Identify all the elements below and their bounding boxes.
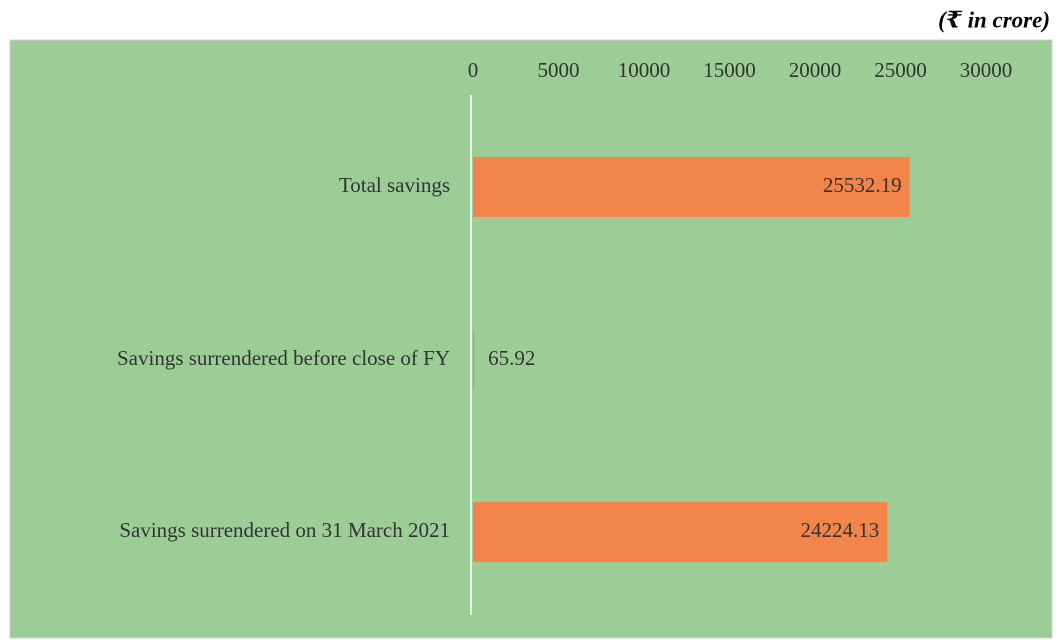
x-tick-label: 30000	[960, 58, 1013, 82]
x-tick-label: 0	[468, 58, 479, 82]
x-tick-label: 5000	[538, 58, 580, 82]
x-tick-label: 10000	[618, 58, 671, 82]
bar	[473, 330, 475, 390]
y-tick-label: Savings surrendered before close of FY	[117, 346, 450, 370]
x-tick-label: 25000	[874, 58, 927, 82]
x-tick-label: 20000	[789, 58, 842, 82]
data-label: 24224.13	[800, 518, 879, 542]
y-tick-label: Total savings	[339, 173, 450, 197]
bar	[473, 157, 910, 217]
y-tick-label: Savings surrendered on 31 March 2021	[119, 518, 450, 542]
x-tick-label: 15000	[703, 58, 756, 82]
unit-label: (₹ in crore)	[938, 7, 1050, 32]
bar	[473, 502, 888, 562]
data-label: 25532.19	[823, 173, 902, 197]
data-label: 65.92	[488, 346, 535, 370]
